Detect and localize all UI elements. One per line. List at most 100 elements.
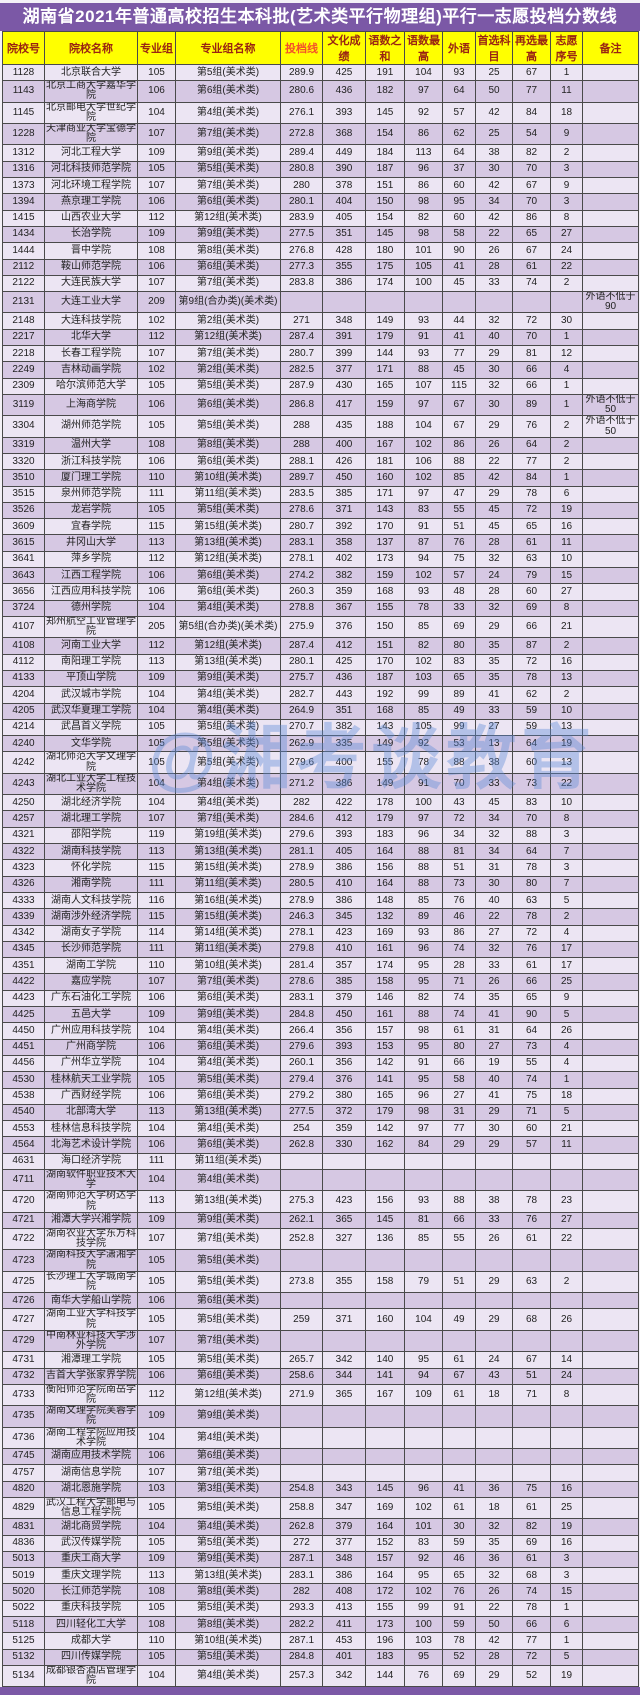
cell: 4423 (2, 989, 45, 1008)
cell: 169 (365, 924, 405, 942)
cell: 4829 (2, 1496, 45, 1520)
cell: 192 (365, 686, 405, 704)
cell (550, 1249, 583, 1272)
cell: 284.8 (280, 1006, 323, 1024)
cell: 2148 (2, 312, 45, 330)
cell: 105 (137, 1599, 176, 1617)
cell: 157 (365, 1550, 405, 1569)
column-header-1: 院校名称 (44, 31, 138, 65)
cell: 11 (550, 80, 583, 103)
cell: 66 (442, 1211, 476, 1230)
cell: 164 (365, 875, 405, 893)
cell (475, 1249, 513, 1272)
cell: 105 (404, 718, 443, 737)
cell: 1394 (2, 193, 45, 211)
cell: 170 (365, 518, 405, 536)
cell: 348 (322, 1550, 366, 1569)
cell: 87 (404, 534, 443, 552)
cell: 61 (442, 1022, 476, 1040)
cell (280, 1152, 323, 1171)
cell: 9 (550, 123, 583, 146)
cell: 1 (550, 1071, 583, 1089)
cell: 95 (404, 957, 443, 975)
cell: 278.6 (280, 501, 323, 520)
table-row: 4423 广东石油化工学院 106 第6组(美术类) 283.1 379 146 82 74 35… (2, 989, 639, 1008)
table-row: 2249 吉林动画学院 102 第2组(美术类) 282.5 377 171 88 45 30 66… (2, 361, 639, 379)
cell (582, 1567, 639, 1585)
cell (582, 908, 639, 926)
cell: 2218 (2, 345, 45, 363)
cell: 113 (137, 1103, 176, 1122)
column-header-0: 院校号 (2, 31, 45, 65)
cell: 278.1 (280, 924, 323, 942)
cell: 179 (365, 810, 405, 828)
cell (404, 1426, 443, 1449)
cell: 24 (475, 567, 513, 585)
table-row: 4112 南阳理工学院 113 第13组(美术类) 280.1 425 170 102 83 35… (2, 653, 639, 671)
cell (582, 1087, 639, 1105)
cell: 67 (512, 242, 551, 260)
table-row: 4564 北海艺术设计学院 106 第6组(美术类) 262.8 330 162 84 29 29… (2, 1136, 639, 1154)
cell: 358 (322, 534, 366, 552)
cell: 湖南应用技术学院 (44, 1447, 138, 1466)
cell: 4333 (2, 891, 45, 910)
cell: 278.8 (280, 599, 323, 617)
table-row: 3526 龙岩学院 105 第5组(美术类) 278.6 371 143 83 55 45 72 19 (2, 501, 639, 520)
cell: 96 (404, 1087, 443, 1105)
cell: 第6组(美术类) (175, 1136, 281, 1154)
cell: 376 (322, 615, 366, 639)
table-row: 4323 怀化学院 115 第15组(美术类) 278.9 386 156 88 51 31 78 3 (2, 859, 639, 877)
cell: 165 (365, 377, 405, 395)
cell: 152 (365, 1534, 405, 1552)
cell (582, 1038, 639, 1056)
cell: 第8组(美术类) (175, 1615, 281, 1634)
cell: 142 (365, 1054, 405, 1073)
cell: 哈尔滨师范大学 (44, 377, 138, 395)
cell: 105 (137, 63, 176, 82)
cell: 443 (322, 686, 366, 704)
cell (365, 1405, 405, 1428)
cell: 嘉应学院 (44, 973, 138, 991)
cell: 4726 (2, 1292, 45, 1310)
cell: 2 (550, 415, 583, 438)
cell: 287.9 (280, 377, 323, 395)
cell: 32 (475, 377, 513, 395)
cell: 第12组(美术类) (175, 328, 281, 347)
cell: 57 (442, 101, 476, 125)
table-row: 4257 湖北理工学院 107 第7组(美术类) 284.6 412 179 97 72 34 70… (2, 810, 639, 828)
cell: 26 (475, 242, 513, 260)
cell: 湘潭大学兴湘学院 (44, 1211, 138, 1230)
cell: 119 (137, 826, 176, 845)
cell: 95 (404, 1351, 443, 1369)
cell: 2 (550, 452, 583, 471)
cell: 长沙师范学院 (44, 940, 138, 959)
cell: 153 (365, 1038, 405, 1056)
cell (404, 1249, 443, 1272)
cell (512, 1329, 551, 1353)
cell: 146 (365, 989, 405, 1008)
cell: 24 (550, 242, 583, 260)
cell: 95 (404, 1648, 443, 1666)
cell: 144 (365, 345, 405, 363)
column-header-8: 外语 (442, 31, 476, 65)
cell: 4736 (2, 1426, 45, 1449)
cell: 29 (475, 415, 513, 438)
cell: 280.1 (280, 193, 323, 211)
cell: 4721 (2, 1211, 45, 1230)
cell: 109 (137, 669, 176, 688)
cell: 84 (404, 1136, 443, 1154)
cell: 4731 (2, 1351, 45, 1369)
cell: 第5组(美术类) (175, 1071, 281, 1089)
table-row: 4530 桂林航天工业学院 105 第5组(美术类) 279.4 376 141 95 58 40… (2, 1071, 639, 1089)
cell: 104 (137, 1168, 176, 1192)
cell: 24 (475, 1351, 513, 1369)
cell: 106 (137, 1447, 176, 1466)
cell: 71 (512, 1383, 551, 1407)
cell: 102 (404, 1496, 443, 1520)
table-row: 5013 重庆工商大学 109 第9组(美术类) 287.1 348 157 92 46 36 61… (2, 1550, 639, 1569)
cell: 北海艺术设计学院 (44, 1136, 138, 1154)
cell: 第9组(美术类) (175, 225, 281, 244)
cell (582, 1599, 639, 1617)
cell (512, 1168, 551, 1192)
cell: 65 (442, 669, 476, 688)
